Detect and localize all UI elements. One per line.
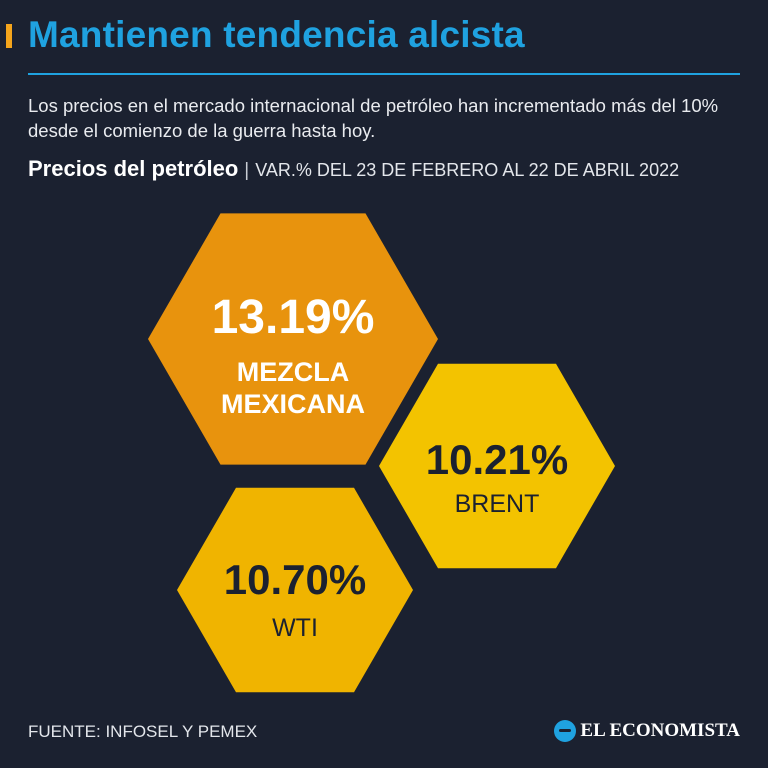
brand-logo: EL ECONOMISTA	[554, 720, 740, 742]
hex-brent: 10.21% BRENT	[379, 363, 615, 569]
brand-name: EL ECONOMISTA	[580, 720, 740, 741]
hex-shape-mezcla-mexicana	[148, 213, 438, 465]
title-divider	[28, 73, 740, 75]
hex-shape-wti	[177, 487, 413, 693]
page-title: Mantienen tendencia alcista	[28, 14, 525, 55]
chart-title: Precios del petróleo	[28, 156, 239, 181]
source-note: FUENTE: INFOSEL Y PEMEX	[28, 722, 258, 741]
value-label-brent: 10.21%	[426, 436, 568, 483]
category-label-brent: BRENT	[455, 490, 540, 518]
value-label-mezcla-mexicana: 13.19%	[212, 291, 375, 344]
chart-period: VAR.% DEL 23 DE FEBRERO AL 22 DE ABRIL 2…	[255, 160, 680, 180]
category-label-mezcla-mexicana: MEXICANA	[221, 389, 365, 419]
title-accent-bar	[6, 24, 12, 48]
brand-logo-icon	[554, 720, 577, 742]
category-label-mezcla-mexicana: MEZCLA	[237, 357, 349, 387]
page-subtitle: Los precios en el mercado internacional …	[28, 95, 719, 141]
hex-wti: 10.70% WTI	[177, 487, 413, 693]
category-label-wti: WTI	[272, 614, 318, 642]
hex-shape-brent	[379, 363, 615, 569]
chart-heading: Precios del petróleo | VAR.% DEL 23 DE FEB…	[28, 156, 679, 182]
value-label-wti: 10.70%	[224, 556, 366, 603]
heading-separator: |	[244, 160, 250, 181]
